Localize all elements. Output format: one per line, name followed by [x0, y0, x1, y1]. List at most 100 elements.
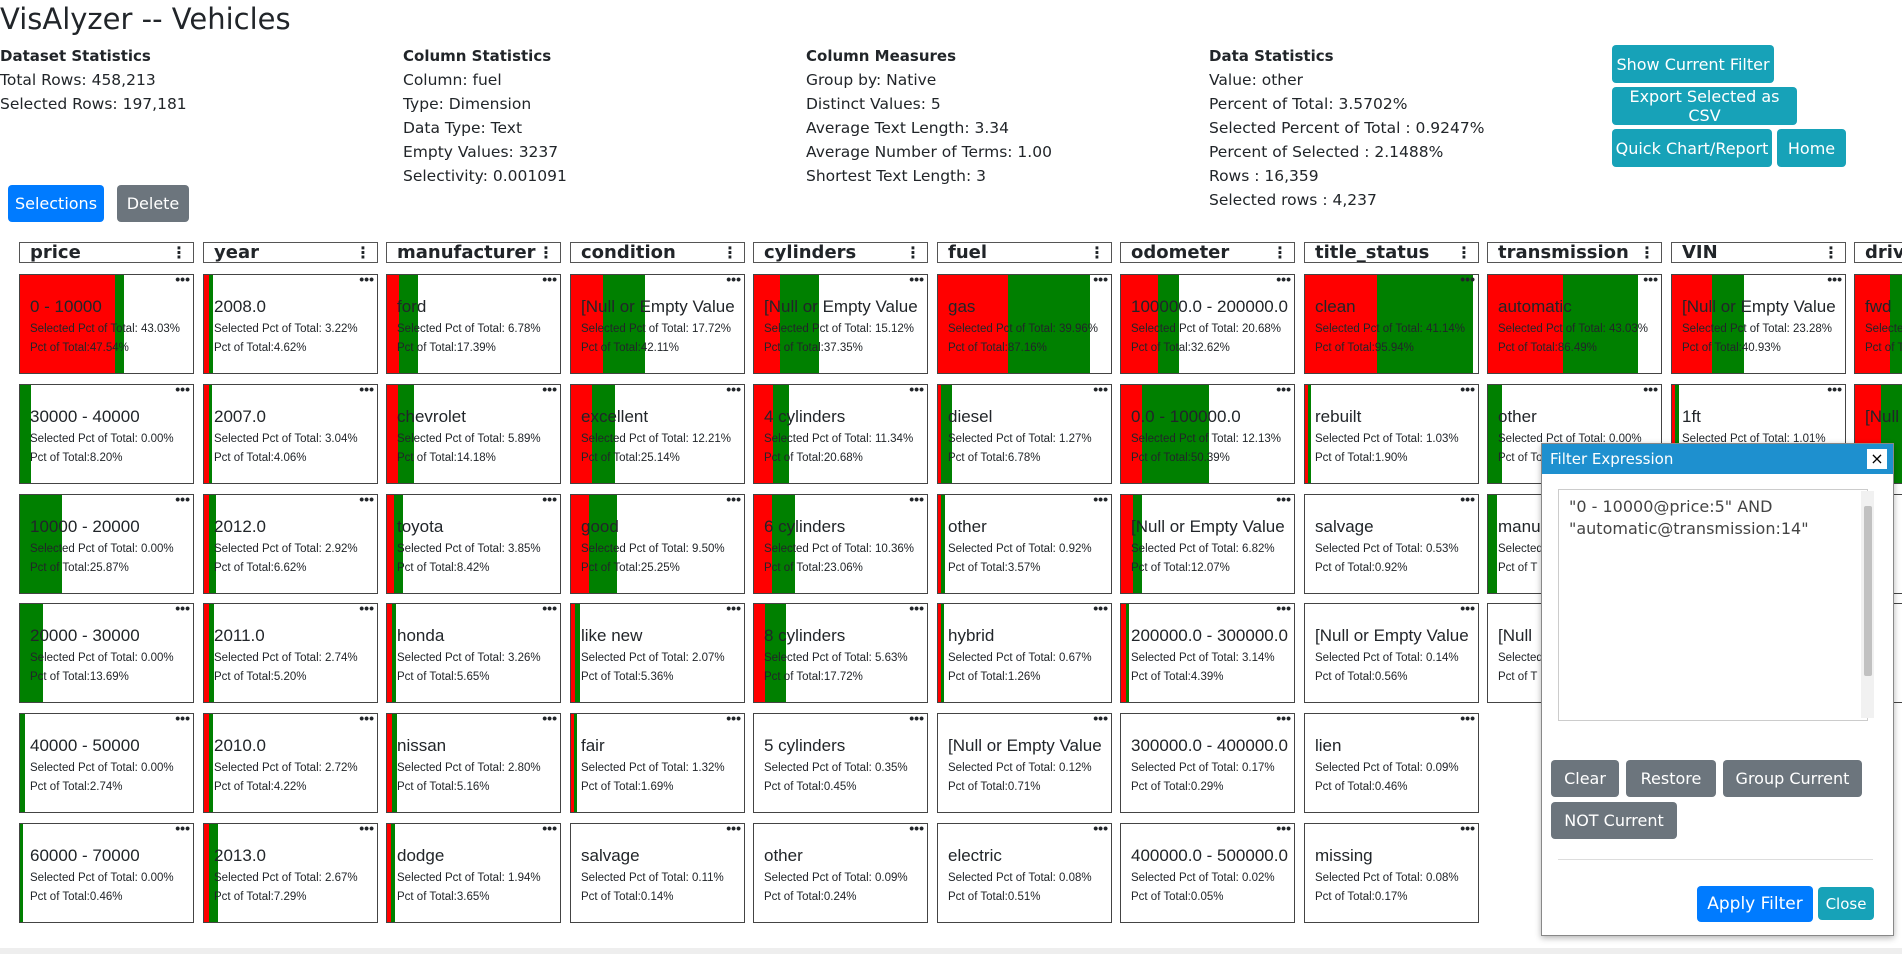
cell-menu-icon[interactable]: •••: [909, 713, 924, 726]
cell-menu-icon[interactable]: •••: [1276, 494, 1291, 507]
value-cell[interactable]: ••• 200000.0 - 300000.0 Selected Pct of To…: [1120, 603, 1295, 703]
show-current-filter-button[interactable]: Show Current Filter: [1612, 45, 1774, 83]
value-cell[interactable]: ••• other Selected Pct of Total: 0.09% Pct …: [753, 823, 928, 923]
kebab-menu-icon[interactable]: ⋮: [905, 243, 921, 262]
kebab-menu-icon[interactable]: ⋮: [1823, 243, 1839, 262]
cell-menu-icon[interactable]: •••: [542, 713, 557, 726]
close-icon[interactable]: ×: [1867, 449, 1887, 469]
selections-button[interactable]: Selections: [8, 185, 104, 222]
column-header-0[interactable]: price ⋮: [19, 242, 194, 263]
cell-menu-icon[interactable]: •••: [1460, 494, 1475, 507]
apply-filter-button[interactable]: Apply Filter: [1697, 886, 1813, 922]
value-cell[interactable]: ••• ford Selected Pct of Total: 6.78% Pct o…: [386, 274, 561, 374]
value-cell[interactable]: ••• diesel Selected Pct of Total: 1.27% Pct…: [937, 384, 1112, 484]
cell-menu-icon[interactable]: •••: [1093, 713, 1108, 726]
restore-button[interactable]: Restore: [1626, 760, 1716, 797]
value-cell[interactable]: ••• 2011.0 Selected Pct of Total: 2.74% Pct…: [203, 603, 378, 703]
cell-menu-icon[interactable]: •••: [726, 603, 741, 616]
cell-menu-icon[interactable]: •••: [1276, 274, 1291, 287]
value-cell[interactable]: ••• 400000.0 - 500000.0 Selected Pct of To…: [1120, 823, 1295, 923]
kebab-menu-icon[interactable]: ⋮: [722, 243, 738, 262]
quick-chart-report-button[interactable]: Quick Chart/Report: [1612, 129, 1772, 167]
home-button[interactable]: Home: [1777, 129, 1846, 167]
close-button[interactable]: Close: [1818, 887, 1874, 920]
cell-menu-icon[interactable]: •••: [726, 713, 741, 726]
cell-menu-icon[interactable]: •••: [175, 603, 190, 616]
value-cell[interactable]: ••• 100000.0 - 200000.0 Selected Pct of To…: [1120, 274, 1295, 374]
cell-menu-icon[interactable]: •••: [1460, 713, 1475, 726]
cell-menu-icon[interactable]: •••: [1643, 384, 1658, 397]
kebab-menu-icon[interactable]: ⋮: [1272, 243, 1288, 262]
value-cell[interactable]: ••• lien Selected Pct of Total: 0.09% Pct o…: [1304, 713, 1479, 813]
kebab-menu-icon[interactable]: ⋮: [1639, 243, 1655, 262]
cell-menu-icon[interactable]: •••: [1643, 274, 1658, 287]
value-cell[interactable]: ••• missing Selected Pct of Total: 0.08% Pc…: [1304, 823, 1479, 923]
cell-menu-icon[interactable]: •••: [1460, 823, 1475, 836]
cell-menu-icon[interactable]: •••: [542, 603, 557, 616]
cell-menu-icon[interactable]: •••: [175, 494, 190, 507]
cell-menu-icon[interactable]: •••: [1276, 713, 1291, 726]
value-cell[interactable]: ••• 60000 - 70000 Selected Pct of Total: 0…: [19, 823, 194, 923]
value-cell[interactable]: ••• other Selected Pct of Total: 0.92% Pct …: [937, 494, 1112, 594]
value-cell[interactable]: ••• toyota Selected Pct of Total: 3.85% Pct…: [386, 494, 561, 594]
cell-menu-icon[interactable]: •••: [1827, 384, 1842, 397]
column-header-7[interactable]: title_status ⋮: [1304, 242, 1479, 263]
cell-menu-icon[interactable]: •••: [909, 823, 924, 836]
value-cell[interactable]: ••• 2010.0 Selected Pct of Total: 2.72% Pct…: [203, 713, 378, 813]
cell-menu-icon[interactable]: •••: [1460, 274, 1475, 287]
value-cell[interactable]: ••• 8 cylinders Selected Pct of Total: 5.6…: [753, 603, 928, 703]
cell-menu-icon[interactable]: •••: [359, 384, 374, 397]
dialog-titlebar[interactable]: Filter Expression ×: [1542, 444, 1893, 474]
cell-menu-icon[interactable]: •••: [726, 823, 741, 836]
group-current-button[interactable]: Group Current: [1723, 760, 1862, 797]
cell-menu-icon[interactable]: •••: [359, 823, 374, 836]
cell-menu-icon[interactable]: •••: [175, 274, 190, 287]
cell-menu-icon[interactable]: •••: [542, 494, 557, 507]
value-cell[interactable]: ••• electric Selected Pct of Total: 0.08% P…: [937, 823, 1112, 923]
kebab-menu-icon[interactable]: ⋮: [171, 243, 187, 262]
value-cell[interactable]: ••• automatic Selected Pct of Total: 43.03…: [1487, 274, 1662, 374]
value-cell[interactable]: ••• 0.0 - 100000.0 Selected Pct of Total: …: [1120, 384, 1295, 484]
value-cell[interactable]: ••• chevrolet Selected Pct of Total: 5.89%…: [386, 384, 561, 484]
value-cell[interactable]: ••• salvage Selected Pct of Total: 0.53% Pc…: [1304, 494, 1479, 594]
value-cell[interactable]: ••• 2008.0 Selected Pct of Total: 3.22% Pct…: [203, 274, 378, 374]
value-cell[interactable]: ••• salvage Selected Pct of Total: 0.11% Pc…: [570, 823, 745, 923]
cell-menu-icon[interactable]: •••: [359, 274, 374, 287]
cell-menu-icon[interactable]: •••: [1093, 274, 1108, 287]
filter-expression-input[interactable]: [1558, 489, 1868, 721]
value-cell[interactable]: ••• 300000.0 - 400000.0 Selected Pct of To…: [1120, 713, 1295, 813]
cell-menu-icon[interactable]: •••: [1093, 823, 1108, 836]
value-cell[interactable]: ••• 6 cylinders Selected Pct of Total: 10.…: [753, 494, 928, 594]
value-cell[interactable]: ••• 2013.0 Selected Pct of Total: 2.67% Pct…: [203, 823, 378, 923]
cell-menu-icon[interactable]: •••: [1276, 384, 1291, 397]
cell-menu-icon[interactable]: •••: [359, 603, 374, 616]
value-cell[interactable]: ••• 5 cylinders Selected Pct of Total: 0.3…: [753, 713, 928, 813]
cell-menu-icon[interactable]: •••: [1276, 603, 1291, 616]
value-cell[interactable]: ••• 2012.0 Selected Pct of Total: 2.92% Pct…: [203, 494, 378, 594]
kebab-menu-icon[interactable]: ⋮: [1456, 243, 1472, 262]
cell-menu-icon[interactable]: •••: [359, 494, 374, 507]
value-cell[interactable]: ••• [Null or Empty Value Selected Pct of T…: [570, 274, 745, 374]
value-cell[interactable]: ••• dodge Selected Pct of Total: 1.94% Pct …: [386, 823, 561, 923]
cell-menu-icon[interactable]: •••: [1460, 603, 1475, 616]
value-cell[interactable]: ••• like new Selected Pct of Total: 2.07% P…: [570, 603, 745, 703]
export-csv-button[interactable]: Export Selected as CSV: [1612, 87, 1797, 125]
value-cell[interactable]: ••• 10000 - 20000 Selected Pct of Total: 0…: [19, 494, 194, 594]
horizontal-scrollbar[interactable]: [0, 948, 1902, 954]
delete-button[interactable]: Delete: [117, 185, 189, 222]
value-cell[interactable]: ••• [Null or Empty Value Selected Pct of T…: [753, 274, 928, 374]
value-cell[interactable]: ••• 2007.0 Selected Pct of Total: 3.04% Pct…: [203, 384, 378, 484]
cell-menu-icon[interactable]: •••: [726, 384, 741, 397]
value-cell[interactable]: ••• hybrid Selected Pct of Total: 0.67% Pct…: [937, 603, 1112, 703]
cell-menu-icon[interactable]: •••: [1093, 494, 1108, 507]
value-cell[interactable]: ••• good Selected Pct of Total: 9.50% Pct o…: [570, 494, 745, 594]
value-cell[interactable]: ••• clean Selected Pct of Total: 41.14% Pct…: [1304, 274, 1479, 374]
not-current-button[interactable]: NOT Current: [1551, 802, 1677, 839]
value-cell[interactable]: ••• 20000 - 30000 Selected Pct of Total: 0…: [19, 603, 194, 703]
cell-menu-icon[interactable]: •••: [175, 823, 190, 836]
value-cell[interactable]: ••• excellent Selected Pct of Total: 12.21…: [570, 384, 745, 484]
column-header-8[interactable]: transmission ⋮: [1487, 242, 1662, 263]
cell-menu-icon[interactable]: •••: [542, 823, 557, 836]
cell-menu-icon[interactable]: •••: [1276, 823, 1291, 836]
